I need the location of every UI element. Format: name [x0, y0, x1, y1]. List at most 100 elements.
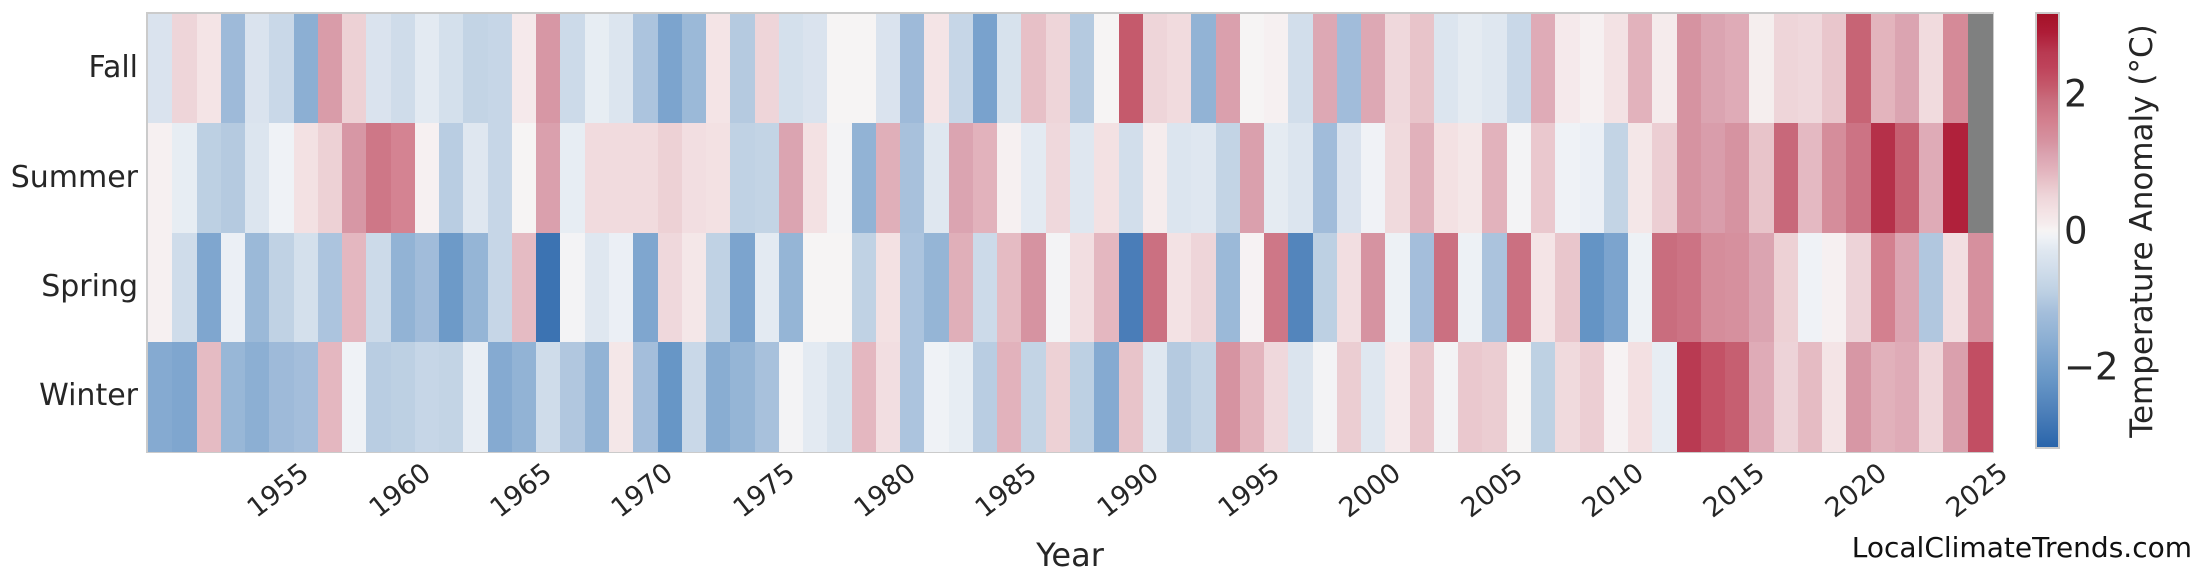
heatmap-cell — [948, 14, 974, 124]
heatmap-cell — [245, 341, 270, 452]
heatmap-cell — [1531, 232, 1556, 343]
heatmap-cell — [269, 123, 295, 234]
heatmap-cell — [997, 341, 1023, 452]
heatmap-cell — [1045, 123, 1071, 234]
heatmap-cell — [681, 341, 707, 452]
heatmap-cell — [1797, 123, 1823, 234]
x-tick-label: 1995 — [1212, 457, 1286, 525]
heatmap-cell — [414, 14, 440, 124]
heatmap-cell — [584, 123, 610, 234]
heatmap-cell — [1870, 232, 1896, 343]
heatmap-cell — [1312, 14, 1338, 124]
heatmap-cell — [1531, 14, 1556, 124]
heatmap-cell — [609, 123, 634, 234]
heatmap-cell — [487, 341, 513, 452]
heatmap-cell — [1045, 232, 1071, 343]
heatmap-cell — [1894, 232, 1920, 343]
heatmap-cell — [511, 341, 537, 452]
heatmap-cell — [609, 14, 634, 124]
heatmap-cell — [148, 14, 173, 124]
heatmap-cell — [1725, 232, 1750, 343]
heatmap-cell — [1919, 232, 1945, 343]
colorbar-tick-label: −2 — [2064, 345, 2119, 389]
heatmap-cell — [414, 341, 440, 452]
heatmap-cell — [1555, 123, 1581, 234]
x-tick-label: 2000 — [1333, 457, 1408, 525]
heatmap-cell — [1361, 123, 1387, 234]
heatmap-cell — [390, 123, 416, 234]
heatmap-cell — [609, 232, 634, 343]
heatmap-cell — [1191, 341, 1217, 452]
heatmap-cell — [657, 14, 683, 124]
row-label-spring: Spring — [41, 269, 138, 304]
heatmap-cell — [536, 123, 562, 234]
heatmap-cell — [439, 341, 465, 452]
heatmap-cell — [706, 123, 731, 234]
heatmap-cell — [1773, 123, 1799, 234]
heatmap-cell — [1070, 232, 1095, 343]
heatmap-cell — [1264, 14, 1289, 124]
heatmap-cell — [1239, 232, 1265, 343]
heatmap-cell — [269, 14, 295, 124]
heatmap-cell — [245, 14, 270, 124]
heatmap-cell — [342, 123, 367, 234]
heatmap-cell — [1506, 232, 1532, 343]
heatmap-cell — [900, 341, 926, 452]
heatmap-cell — [1797, 232, 1823, 343]
heatmap-cell — [1045, 14, 1071, 124]
heatmap-cell — [1070, 123, 1095, 234]
heatmap-cell — [172, 123, 198, 234]
heatmap-cell — [1919, 123, 1945, 234]
heatmap-cell — [924, 123, 950, 234]
heatmap-cell — [657, 341, 683, 452]
heatmap-cell — [1142, 123, 1168, 234]
heatmap-cell — [924, 14, 950, 124]
heatmap-cell — [1021, 14, 1047, 124]
heatmap-cell — [439, 123, 465, 234]
heatmap-cell — [1846, 232, 1872, 343]
heatmap-cell — [463, 123, 489, 234]
heatmap-cell — [681, 123, 707, 234]
heatmap-cell — [827, 232, 853, 343]
heatmap-cell — [1749, 14, 1775, 124]
heatmap-cell — [948, 123, 974, 234]
row-label-fall: Fall — [88, 50, 138, 85]
heatmap-cell — [1822, 341, 1848, 452]
heatmap-cell — [997, 123, 1023, 234]
heatmap-cell — [1628, 14, 1653, 124]
heatmap-cell — [706, 341, 731, 452]
heatmap-cell — [1676, 232, 1702, 343]
heatmap-cell — [1385, 341, 1411, 452]
heatmap-cell — [536, 232, 562, 343]
heatmap-cell — [1967, 14, 1993, 124]
heatmap-cell — [875, 232, 901, 343]
heatmap-cell — [875, 341, 901, 452]
heatmap-cell — [1361, 341, 1387, 452]
heatmap-cell — [1773, 341, 1799, 452]
colorbar-title: Temperature Anomaly (°C) — [2124, 24, 2160, 438]
heatmap-cell — [1797, 14, 1823, 124]
heatmap-cell — [1652, 14, 1678, 124]
colorbar-gradient — [2037, 14, 2058, 447]
heatmap-cell — [196, 232, 222, 343]
heatmap-cell — [900, 232, 926, 343]
heatmap-cell — [1239, 123, 1265, 234]
heatmap-cell — [1264, 123, 1289, 234]
heatmap-cell — [778, 232, 804, 343]
heatmap-cell — [1482, 123, 1508, 234]
heatmap-cell — [511, 123, 537, 234]
heatmap-cell — [1433, 123, 1459, 234]
heatmap-cell — [366, 123, 392, 234]
heatmap-cell — [827, 123, 853, 234]
heatmap-cell — [1215, 341, 1241, 452]
heatmap-cell — [1361, 14, 1387, 124]
heatmap-cell — [463, 232, 489, 343]
heatmap-cell — [317, 341, 343, 452]
heatmap-cell — [293, 232, 319, 343]
heatmap-cell — [1264, 232, 1289, 343]
heatmap-cell — [1894, 14, 1920, 124]
heatmap-cell — [414, 123, 440, 234]
heatmap-cell — [1458, 123, 1484, 234]
heatmap-cell — [220, 14, 246, 124]
heatmap-cell — [827, 14, 853, 124]
